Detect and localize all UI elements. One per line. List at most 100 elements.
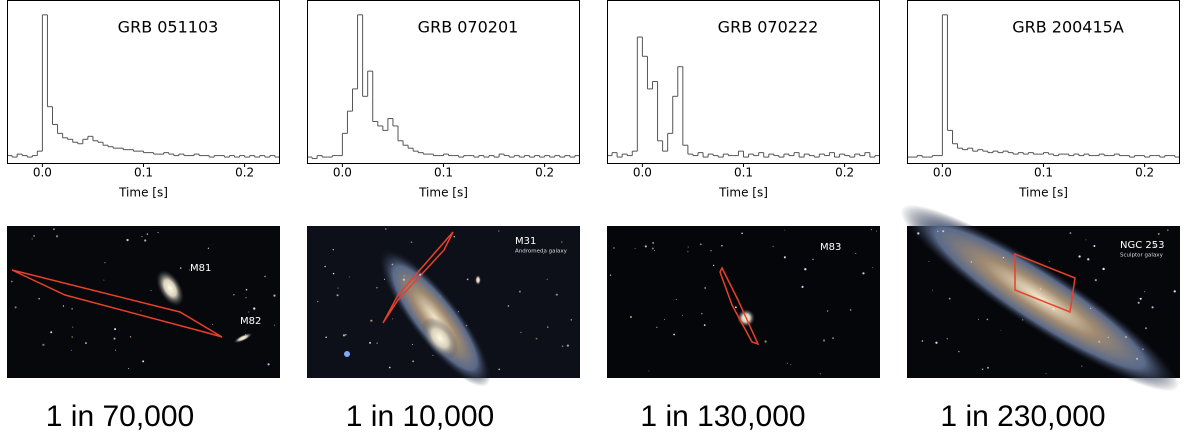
- star: [1151, 306, 1154, 309]
- star: [50, 331, 53, 334]
- star: [675, 299, 677, 300]
- galaxy-label: NGC 253: [1120, 240, 1164, 251]
- star: [561, 241, 563, 243]
- star: [411, 343, 413, 345]
- star: [673, 333, 675, 336]
- x-tick-label: 0.0: [633, 166, 652, 180]
- error-region: [719, 266, 760, 346]
- x-axis-label: Time [s]: [118, 186, 168, 200]
- star: [566, 344, 570, 347]
- star: [1137, 301, 1140, 304]
- x-tick-label: 0.0: [333, 166, 352, 180]
- star: [701, 312, 703, 315]
- star: [1098, 340, 1101, 343]
- star: [188, 269, 190, 271]
- caption: 1 in 130,000: [640, 400, 805, 433]
- star: [1048, 261, 1050, 263]
- star: [570, 319, 572, 321]
- star: [169, 292, 172, 294]
- star: [141, 235, 143, 238]
- x-tick-label: 0.2: [1135, 166, 1154, 180]
- star: [656, 326, 658, 329]
- star: [273, 324, 275, 326]
- star: [1173, 290, 1176, 293]
- star: [1090, 307, 1092, 309]
- star: [332, 272, 335, 275]
- star: [332, 248, 334, 251]
- star: [687, 246, 689, 248]
- star: [1069, 232, 1072, 234]
- star: [986, 366, 989, 369]
- x-axis-label: Time [s]: [718, 186, 768, 200]
- error-region: [1014, 252, 1076, 314]
- star: [917, 232, 920, 235]
- star: [872, 267, 874, 269]
- star: [1124, 335, 1128, 339]
- star: [653, 250, 655, 252]
- star: [543, 253, 544, 254]
- star: [179, 267, 182, 269]
- star: [439, 295, 441, 297]
- star: [432, 354, 434, 356]
- star: [535, 337, 538, 340]
- error-region: [382, 231, 454, 324]
- star: [453, 235, 456, 238]
- star: [1022, 319, 1024, 321]
- x-axis-label: Time [s]: [1018, 186, 1068, 200]
- star: [652, 241, 654, 244]
- star: [146, 233, 149, 235]
- star: [157, 231, 159, 234]
- star: [547, 326, 549, 328]
- star: [344, 333, 347, 336]
- star: [207, 247, 210, 249]
- star: [85, 342, 87, 344]
- star: [31, 238, 33, 240]
- chart-title: GRB 070201: [418, 18, 519, 37]
- chart: 0.0 0.1 0.2 Time [s] GRB 200415A: [907, 0, 1180, 200]
- star: [342, 334, 346, 337]
- star: [651, 247, 654, 250]
- star: [150, 290, 152, 292]
- star: [402, 278, 406, 281]
- star: [703, 324, 706, 326]
- star: [273, 294, 276, 297]
- star: [710, 250, 712, 252]
- star: [369, 341, 371, 344]
- star: [978, 318, 980, 320]
- star: [70, 349, 72, 351]
- star: [783, 256, 786, 259]
- star: [38, 298, 40, 300]
- x-tick-label: 0.2: [535, 166, 554, 180]
- star: [921, 340, 924, 342]
- star: [832, 337, 834, 340]
- sky: [607, 226, 880, 378]
- x-tick-label: 0.1: [134, 166, 153, 180]
- star: [663, 319, 665, 321]
- star: [507, 305, 510, 307]
- star: [115, 349, 117, 351]
- star: [248, 311, 250, 313]
- star: [42, 343, 45, 346]
- star: [786, 362, 788, 364]
- star: [140, 310, 142, 312]
- star: [634, 248, 636, 249]
- star: [1094, 279, 1097, 282]
- star: [253, 307, 256, 310]
- star: [11, 280, 13, 283]
- star: [687, 251, 689, 253]
- galaxy-label: M31: [515, 236, 536, 247]
- star: [870, 229, 872, 231]
- star: [142, 360, 145, 363]
- star: [970, 261, 973, 263]
- stars: [11, 228, 1176, 375]
- star: [518, 290, 521, 293]
- star: [344, 351, 350, 357]
- image-panel: M31 Andromeda galaxy: [307, 226, 580, 387]
- star: [498, 368, 501, 371]
- star: [1145, 327, 1147, 330]
- caption: 1 in 70,000: [46, 400, 194, 433]
- star: [1144, 291, 1146, 293]
- star: [804, 268, 807, 271]
- star: [981, 368, 984, 370]
- star: [855, 252, 857, 255]
